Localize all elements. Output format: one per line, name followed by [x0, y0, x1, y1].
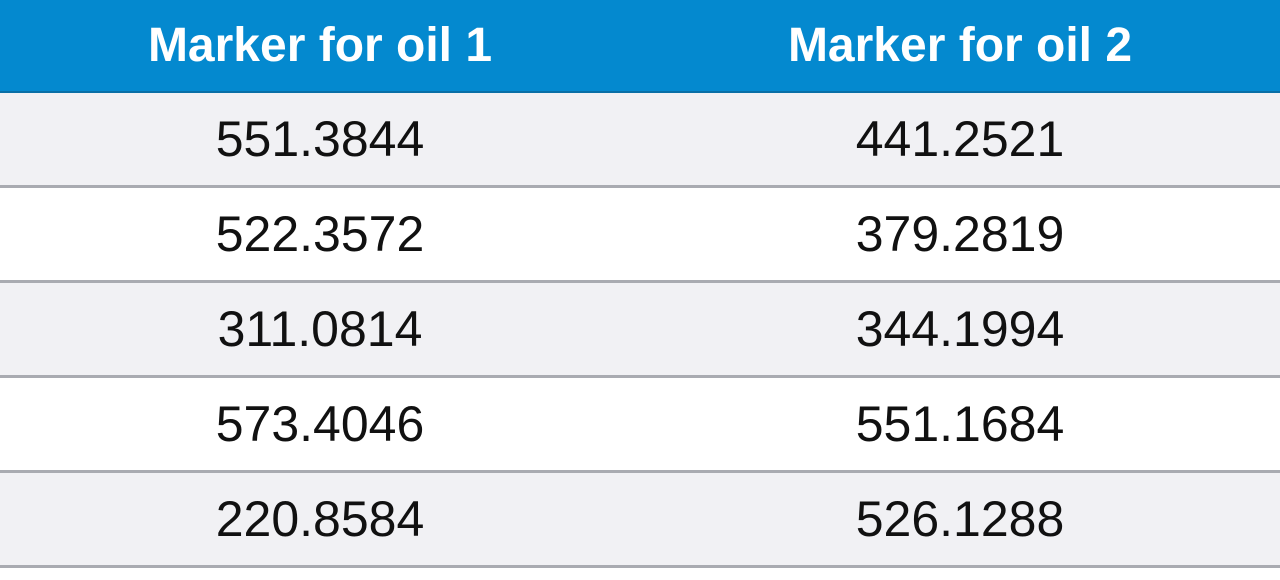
table-row: 522.3572 379.2819	[0, 188, 1280, 283]
cell-oil-2: 526.1288	[855, 491, 1065, 547]
cell-oil-2: 344.1994	[855, 301, 1065, 357]
cell-oil-1: 522.3572	[215, 206, 425, 262]
header-oil-2: Marker for oil 2	[787, 19, 1133, 72]
cell-oil-1: 551.3844	[215, 111, 425, 167]
table-header: Marker for oil 1 Marker for oil 2	[0, 0, 1280, 93]
table-row: 220.8584 526.1288	[0, 473, 1280, 568]
cell-oil-2: 551.1684	[855, 396, 1065, 452]
cell-oil-1: 573.4046	[215, 396, 425, 452]
table-row: 311.0814 344.1994	[0, 283, 1280, 378]
table-row: 573.4046 551.1684	[0, 378, 1280, 473]
cell-oil-1: 311.0814	[217, 301, 423, 357]
cell-oil-1: 220.8584	[215, 491, 425, 547]
cell-oil-2: 379.2819	[855, 206, 1065, 262]
table-row: 551.3844 441.2521	[0, 93, 1280, 188]
cell-oil-2: 441.2521	[855, 111, 1065, 167]
header-oil-1: Marker for oil 1	[147, 19, 493, 72]
